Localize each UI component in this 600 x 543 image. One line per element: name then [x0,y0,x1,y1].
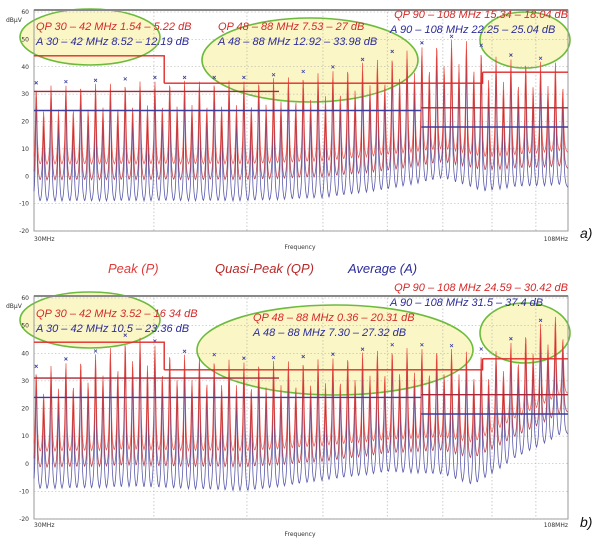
peak-marker [123,333,128,337]
annotation-qp: QP 30 – 42 MHz 1.54 – 5.22 dB [36,21,192,33]
y-tick-label: 40 [21,64,29,71]
trace-qp [33,322,569,469]
peak-marker [331,352,335,356]
y-tick-label: 60 [21,295,29,302]
x-axis-label: Frequency [285,244,316,251]
peak-marker [123,77,128,81]
highlight-ellipse [19,291,161,349]
x-tick-label: 30MHz [34,236,54,243]
annotation-avg: A 30 – 42 MHz 10.5 – 23.36 dB [35,323,189,335]
peak-marker [212,352,217,357]
annotation-qp: QP 48 – 88 MHz 0.36 – 20.31 dB [253,312,415,324]
legend-average: Average (A) [347,261,417,276]
peak-marker [242,356,246,360]
x-axis-label: Frequency [285,531,316,538]
peak-marker [64,357,68,361]
y-tick-label: 0 [25,461,29,468]
y-tick-label: 10 [21,146,29,153]
annotation-avg: A 90 – 108 MHz 22.25 – 25.04 dB [389,24,555,36]
trace-peak [33,316,569,453]
peak-marker [390,342,395,347]
y-tick-label: 10 [21,433,29,440]
limit-line-peak [34,55,568,84]
annotation-qp: QP 90 – 108 MHz 15.34 – 18.04 dB [394,9,568,21]
peak-marker [182,75,187,80]
limit-line-qp [34,90,568,109]
y-tick-label: 20 [21,406,29,413]
y-tick-label: 30 [21,91,29,98]
y-tick-label: -20 [19,228,29,235]
legend-peak: Peak (P) [108,261,159,276]
peak-marker [360,347,365,351]
legend-quasi-peak: Quasi-Peak (QP) [215,261,314,276]
peak-marker [271,355,276,360]
x-tick-label: 108MHz [544,236,568,243]
y-tick-label: 60 [21,9,29,16]
peak-marker [420,41,424,45]
peak-marker [479,347,484,351]
peak-marker [331,65,335,69]
peak-marker [390,49,395,54]
peak-marker [449,343,454,348]
annotation-avg: A 48 – 88 MHz 7.30 – 27.32 dB [252,327,406,339]
peak-marker [360,57,365,62]
peak-marker [449,34,454,39]
limit-line-qp [34,377,568,396]
peak-marker [509,53,513,57]
peak-marker [538,318,543,323]
peak-marker [271,72,276,77]
legend: Peak (P) Quasi-Peak (QP) Average (A) [108,261,417,276]
peak-marker [242,75,246,80]
peak-marker [34,81,39,85]
y-tick-label: 30 [21,378,29,385]
trace-avg [33,56,569,203]
peak-marker [301,69,306,74]
y-tick-label: 50 [21,36,29,43]
x-tick-label: 108MHz [544,522,568,529]
y-tick-label: -10 [19,488,29,495]
annotation-qp: QP 90 – 108 MHz 24.59 – 30.42 dB [394,282,568,294]
peak-marker [153,75,157,80]
annotation-qp: QP 30 – 42 MHz 3.52 – 16 34 dB [36,308,198,320]
y-tick-label: -20 [19,516,29,523]
y-tick-label: 20 [21,119,29,126]
trace-peak [33,39,569,166]
peak-marker [93,78,98,83]
peak-marker [182,349,187,354]
annotation-avg: A 90 – 108 MHz 31.5 – 37.4 dB [389,297,543,309]
limit-line-peak [34,341,568,371]
trace-qp [33,48,569,182]
peak-marker [93,349,98,353]
peak-marker [301,354,306,359]
limit-line-avg [34,109,568,128]
limit-line-avg [34,396,568,415]
panel-label: a) [580,225,592,241]
panel-label: b) [580,514,592,530]
y-tick-label: 40 [21,350,29,357]
peak-marker [212,75,217,80]
peak-marker [34,364,39,369]
annotation-qp: QP 48 – 88 MHz 7.53 – 27 dB [218,21,364,33]
x-tick-label: 30MHz [34,522,54,529]
trace-avg [33,331,569,492]
peak-marker [538,56,543,61]
y-tick-label: 50 [21,323,29,330]
y-tick-label: 0 [25,173,29,180]
peak-marker [64,79,68,84]
y-axis-label: dBµV [6,303,23,310]
peak-marker [509,336,513,341]
highlight-ellipse [201,17,419,103]
highlight-ellipse [196,304,474,396]
y-axis-label: dBµV [6,17,23,24]
y-tick-label: -10 [19,201,29,208]
peak-marker [420,342,424,347]
peak-marker [479,43,484,48]
annotation-avg: A 30 – 42 MHz 8.52 – 12.19 dB [35,36,189,48]
annotation-avg: A 48 – 88 MHz 12.92 – 33.98 dB [217,36,377,48]
